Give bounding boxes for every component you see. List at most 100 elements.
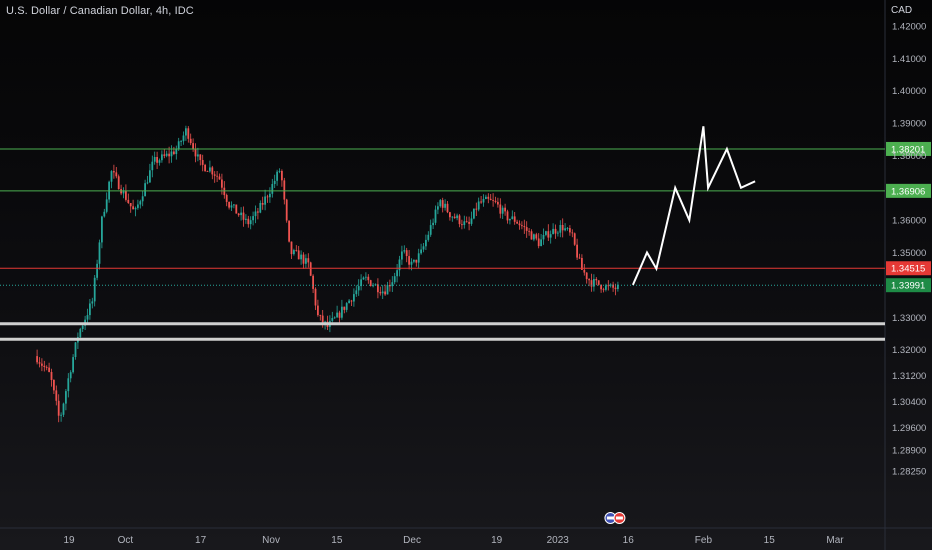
candle bbox=[540, 234, 542, 247]
candle bbox=[170, 145, 173, 163]
candle bbox=[569, 225, 571, 236]
candle bbox=[218, 173, 221, 180]
candle bbox=[420, 243, 422, 255]
candle bbox=[557, 230, 559, 237]
candle bbox=[187, 126, 190, 143]
candle bbox=[281, 169, 283, 187]
candle bbox=[441, 197, 444, 213]
candle bbox=[62, 402, 65, 417]
candle bbox=[216, 171, 218, 182]
candle bbox=[384, 284, 386, 296]
candle bbox=[393, 272, 396, 285]
candle bbox=[96, 259, 98, 281]
candle bbox=[576, 238, 578, 260]
candle bbox=[597, 280, 600, 286]
candle bbox=[86, 308, 89, 323]
candle bbox=[578, 253, 581, 259]
candle bbox=[588, 278, 590, 287]
candle bbox=[317, 299, 319, 317]
x-tick-label: Nov bbox=[262, 535, 280, 546]
candle bbox=[48, 362, 50, 373]
candle bbox=[451, 216, 454, 222]
candle bbox=[408, 250, 410, 270]
candle bbox=[120, 184, 122, 196]
candle bbox=[139, 199, 142, 209]
candle bbox=[386, 281, 389, 295]
candle bbox=[245, 214, 247, 224]
candle bbox=[36, 349, 38, 365]
candle bbox=[132, 199, 134, 210]
event-flag-icon[interactable] bbox=[604, 512, 626, 524]
y-tick-label: 1.28900 bbox=[892, 445, 926, 456]
candle bbox=[379, 286, 382, 296]
candle bbox=[365, 272, 367, 281]
x-tick-label: 19 bbox=[63, 535, 75, 546]
candle bbox=[276, 169, 278, 186]
y-tick-label: 1.29600 bbox=[892, 423, 926, 434]
candle bbox=[362, 276, 365, 280]
candle bbox=[444, 199, 446, 211]
candle bbox=[398, 255, 401, 277]
candle bbox=[525, 221, 528, 238]
candle bbox=[144, 179, 146, 197]
candle bbox=[228, 201, 230, 210]
candle bbox=[105, 192, 108, 214]
y-tick-label: 1.30400 bbox=[892, 397, 926, 408]
candle bbox=[302, 252, 305, 269]
candle bbox=[65, 389, 67, 411]
candle bbox=[470, 211, 473, 226]
y-tick-label: 1.38000 bbox=[892, 151, 926, 162]
candle bbox=[103, 208, 106, 218]
candle bbox=[331, 311, 334, 323]
candle bbox=[518, 220, 521, 230]
candle bbox=[516, 219, 518, 224]
y-tick-label: 1.40000 bbox=[892, 86, 926, 97]
candle bbox=[449, 211, 451, 221]
candle bbox=[533, 233, 535, 242]
candle bbox=[305, 254, 307, 268]
candle bbox=[221, 173, 223, 195]
candle bbox=[91, 297, 94, 309]
candle bbox=[194, 143, 197, 163]
candle bbox=[113, 164, 115, 179]
candle bbox=[209, 160, 211, 173]
candle bbox=[434, 205, 437, 226]
candle bbox=[257, 208, 259, 220]
x-tick-label: Mar bbox=[826, 535, 844, 546]
candle bbox=[549, 230, 552, 244]
candle bbox=[413, 259, 415, 264]
candle bbox=[264, 189, 266, 211]
candle bbox=[50, 368, 53, 387]
candle bbox=[401, 245, 403, 265]
candle bbox=[182, 131, 185, 145]
candle bbox=[482, 194, 485, 207]
candle bbox=[590, 273, 593, 292]
candle bbox=[55, 385, 58, 406]
y-tick-label: 1.39000 bbox=[892, 119, 926, 130]
candle bbox=[235, 204, 238, 214]
candle bbox=[141, 190, 144, 207]
candle bbox=[504, 203, 506, 216]
candle bbox=[571, 229, 574, 238]
candle bbox=[247, 215, 250, 228]
y-tick-label: 1.42000 bbox=[892, 22, 926, 33]
candle bbox=[403, 245, 406, 254]
candle bbox=[110, 170, 113, 189]
candle bbox=[530, 229, 533, 240]
candle bbox=[93, 275, 96, 307]
candle bbox=[427, 231, 430, 242]
x-tick-label: 15 bbox=[331, 535, 343, 546]
candle bbox=[422, 243, 425, 253]
candle bbox=[499, 198, 502, 219]
candle bbox=[333, 316, 336, 319]
candle bbox=[288, 220, 290, 243]
candle bbox=[189, 133, 192, 146]
x-tick-label: 15 bbox=[764, 535, 776, 546]
candle bbox=[581, 254, 583, 270]
candle bbox=[345, 302, 348, 313]
y-tick-label: 1.31200 bbox=[892, 371, 926, 382]
candle bbox=[156, 151, 158, 169]
candle bbox=[98, 239, 101, 270]
